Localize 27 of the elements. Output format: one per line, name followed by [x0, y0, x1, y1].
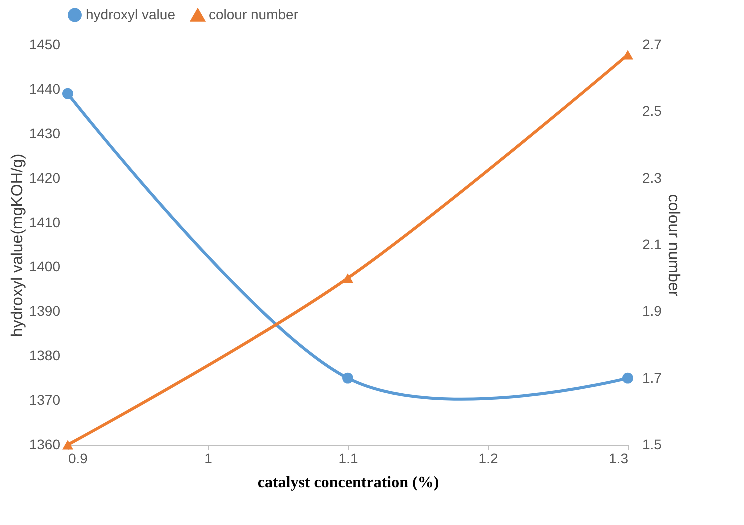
y-tick-label: 1360 [29, 436, 61, 452]
y-tick-label: 1390 [29, 303, 61, 320]
x-tick-label: 1.2 [478, 450, 498, 466]
y-tick-label: 1450 [29, 36, 61, 52]
y-tick-label: 1400 [29, 258, 61, 275]
legend-label: colour number [209, 6, 299, 23]
y-tick-label: 1440 [29, 80, 61, 97]
y-tick-label: 1420 [29, 170, 61, 186]
y-tick-label: 1370 [29, 392, 61, 408]
y-tick-label: 1380 [29, 348, 61, 364]
y-axis-title: hydroxyl value(mgKOH/g) [9, 154, 26, 338]
x-tick-label: 1 [204, 450, 213, 466]
y2-tick-label: 1.9 [642, 303, 662, 320]
y2-tick-label: 2.3 [642, 170, 662, 186]
y2-axis-title: colour number [664, 194, 682, 298]
y2-tick-label: 2.5 [642, 103, 662, 120]
y-tick-label: 1410 [29, 214, 61, 230]
y2-tick-label: 2.7 [642, 36, 662, 52]
y2-tick-label: 2.1 [642, 236, 662, 252]
legend-label: hydroxyl value [86, 6, 176, 22]
y-tick-label: 1430 [29, 125, 61, 142]
x-tick-label: 1.3 [609, 450, 629, 466]
x-tick-label: 0.9 [68, 450, 88, 466]
x-tick-label: 1.1 [338, 450, 358, 466]
y2-tick-label: 1.7 [642, 370, 662, 386]
x-axis-title: catalyst concentration (%) [258, 474, 440, 492]
y2-tick-label: 1.5 [642, 436, 662, 452]
